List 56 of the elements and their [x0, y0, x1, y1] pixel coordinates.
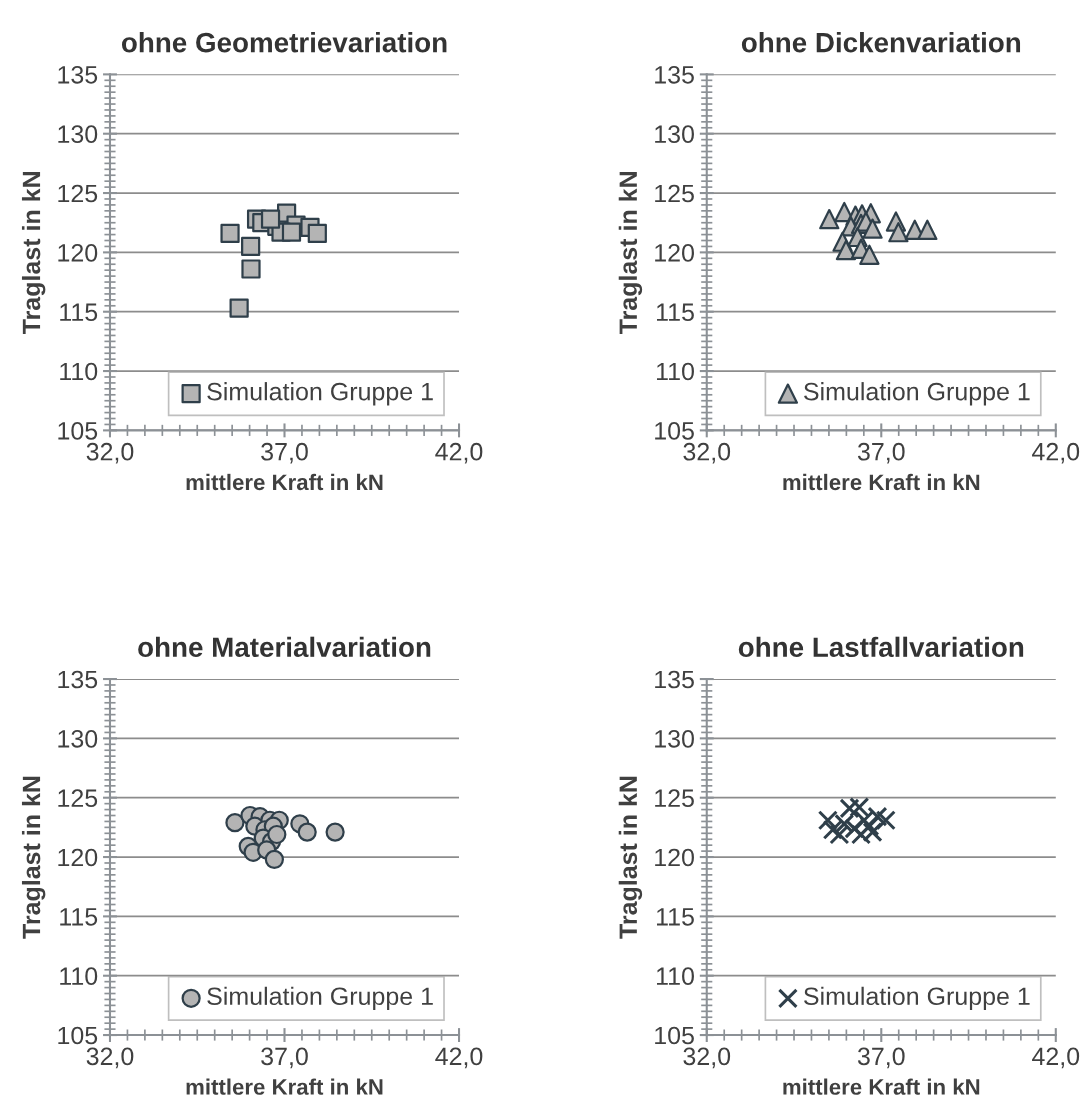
y-tick-label: 120: [655, 848, 694, 867]
y-tick-label: 125: [58, 789, 98, 808]
legend-label: Simulation Gruppe 1: [207, 986, 433, 1011]
x-tick-label: 42,0: [1032, 442, 1080, 464]
x-tick-label: 37,0: [857, 1047, 905, 1069]
x-axis-title: mittlere Kraft in kN: [186, 473, 383, 491]
x-tick-label: 32,0: [683, 442, 731, 464]
y-tick-label: 135: [655, 670, 694, 689]
y-tick-label: 120: [58, 848, 98, 867]
chart-title: ohne Lastfallvariation: [738, 636, 1024, 658]
y-tick-label: 125: [655, 789, 694, 808]
legend-label: Simulation Gruppe 1: [804, 986, 1030, 1011]
x-tick-label: 32,0: [86, 442, 134, 464]
y-axis-title: Traglast in kN: [618, 172, 643, 335]
y-tick-label: 105: [58, 1026, 98, 1045]
y-tick-label: 115: [60, 908, 98, 926]
legend-label: Simulation Gruppe 1: [207, 382, 433, 406]
x-axis-title: mittlere Kraft in kN: [186, 1078, 383, 1095]
y-tick-label: 115: [657, 908, 694, 926]
y-tick-label: 120: [655, 243, 694, 262]
chart-title: ohne Dickenvariation: [741, 32, 1021, 53]
y-tick-label: 130: [655, 729, 694, 748]
y-tick-label: 135: [655, 65, 694, 84]
y-tick-label: 110: [657, 967, 694, 986]
x-tick-label: 37,0: [857, 442, 905, 464]
y-tick-label: 110: [657, 362, 694, 381]
x-tick-label: 42,0: [1032, 1047, 1080, 1069]
y-axis-title: Traglast in kN: [21, 172, 46, 335]
y-tick-label: 110: [60, 967, 98, 986]
y-tick-label: 110: [60, 362, 98, 381]
y-tick-label: 120: [58, 243, 98, 262]
x-tick-label: 32,0: [86, 1047, 134, 1069]
y-tick-label: 135: [58, 670, 98, 689]
legend-label: Simulation Gruppe 1: [804, 382, 1030, 406]
y-tick-label: 125: [655, 184, 694, 203]
chart-title: ohne Geometrievariation: [121, 32, 447, 53]
y-tick-label: 105: [655, 421, 694, 440]
y-axis-title: Traglast in kN: [618, 776, 643, 939]
y-tick-label: 130: [58, 125, 98, 144]
x-tick-label: 37,0: [261, 442, 308, 464]
y-axis-title: Traglast in kN: [21, 776, 46, 939]
y-tick-label: 105: [655, 1026, 694, 1045]
y-tick-label: 130: [58, 729, 98, 748]
y-tick-label: 125: [58, 184, 98, 203]
x-tick-label: 42,0: [435, 1047, 483, 1069]
y-tick-label: 105: [58, 421, 98, 440]
y-tick-label: 115: [657, 303, 694, 322]
chart-title: ohne Materialvariation: [138, 636, 431, 658]
y-tick-label: 135: [58, 65, 98, 84]
x-axis-title: mittlere Kraft in kN: [783, 473, 980, 491]
y-tick-label: 130: [655, 125, 694, 144]
x-axis-title: mittlere Kraft in kN: [783, 1078, 980, 1095]
y-tick-label: 115: [60, 303, 98, 322]
x-tick-label: 42,0: [435, 442, 483, 464]
x-tick-label: 32,0: [683, 1047, 731, 1069]
x-tick-label: 37,0: [261, 1047, 308, 1069]
